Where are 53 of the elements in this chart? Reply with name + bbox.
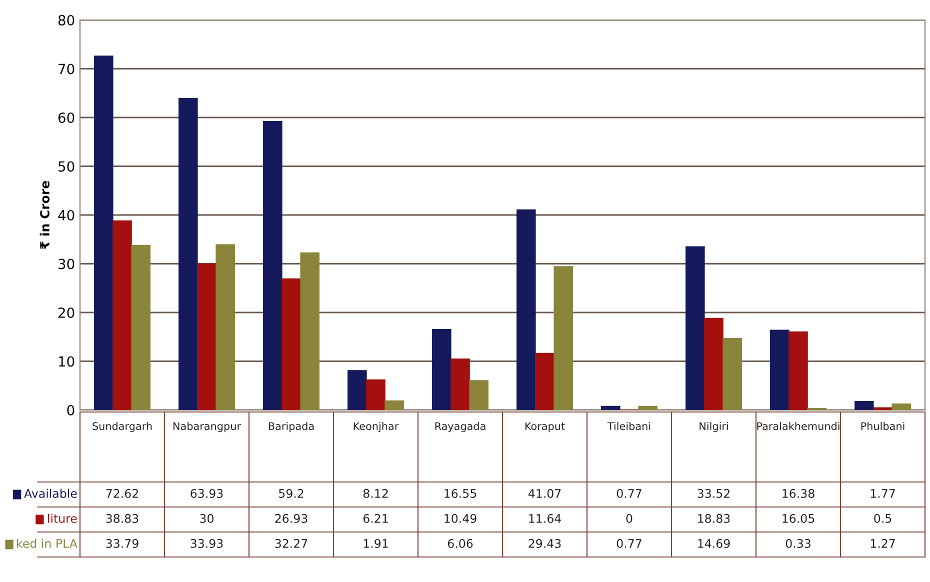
y-tick-label: 50 bbox=[58, 161, 74, 172]
data-label: 6.21 bbox=[363, 514, 388, 523]
y-tick-label: 0 bbox=[67, 404, 74, 416]
y-tick-label: 60 bbox=[58, 112, 74, 123]
legend-label: liture bbox=[48, 514, 77, 523]
x-tick-label: Nabarangpur bbox=[173, 422, 242, 432]
x-tick-label: Paralakhemundi bbox=[757, 422, 840, 430]
data-label: 29.43 bbox=[528, 538, 561, 548]
x-tick-label: Phulbani bbox=[861, 422, 904, 430]
data-label: 1.77 bbox=[870, 489, 895, 498]
data-label: 0.5 bbox=[874, 514, 892, 523]
y-tick-label: 80 bbox=[58, 14, 74, 26]
data-label: 0.33 bbox=[786, 538, 810, 548]
y-tick-label: 20 bbox=[58, 307, 74, 318]
data-label: 30 bbox=[200, 514, 214, 523]
x-tick-label: Keonjhar bbox=[354, 422, 399, 432]
data-label: 11.64 bbox=[529, 514, 561, 523]
data-label: 0.77 bbox=[616, 488, 642, 498]
legend-label: ked in PLA bbox=[17, 538, 78, 548]
data-label: 63.93 bbox=[190, 488, 223, 498]
data-label: 41.07 bbox=[528, 488, 561, 498]
data-label: 10.49 bbox=[444, 514, 476, 523]
data-label: 18.83 bbox=[698, 514, 730, 523]
data-label: 33.52 bbox=[698, 488, 730, 498]
data-label: 16.05 bbox=[782, 514, 814, 523]
data-label: 26.93 bbox=[275, 514, 308, 523]
data-label: 16.55 bbox=[444, 488, 476, 498]
y-axis-title: ₹ in Crore bbox=[40, 181, 50, 249]
data-label: 38.83 bbox=[106, 514, 138, 523]
x-tick-label: Rayagada bbox=[435, 422, 486, 432]
x-tick-label: Koraput bbox=[525, 422, 565, 432]
y-tick-label: 30 bbox=[58, 258, 74, 270]
y-tick-label: 40 bbox=[58, 210, 74, 220]
data-label: 1.27 bbox=[870, 538, 895, 548]
data-label: 14.69 bbox=[698, 538, 730, 548]
x-tick-label: Tileibani bbox=[607, 422, 650, 430]
data-label: 0 bbox=[626, 514, 632, 523]
x-tick-label: Baripada bbox=[268, 422, 314, 432]
legend-label: Available bbox=[24, 488, 77, 498]
data-label: 33.93 bbox=[190, 538, 223, 548]
y-tick-label: 10 bbox=[58, 356, 74, 367]
data-label: 72.62 bbox=[106, 488, 138, 498]
data-label: 33.79 bbox=[106, 538, 138, 548]
data-label: 32.27 bbox=[275, 538, 308, 548]
y-tick-label: 70 bbox=[58, 64, 74, 74]
x-tick-label: Nilgiri bbox=[700, 422, 728, 432]
data-label: 59.2 bbox=[279, 488, 304, 498]
data-label: 8.12 bbox=[363, 488, 388, 498]
data-label: 0.77 bbox=[616, 538, 642, 548]
x-tick-label: Sundargarh bbox=[92, 422, 152, 432]
data-label: 6.06 bbox=[448, 538, 473, 548]
data-label: 16.38 bbox=[782, 488, 814, 498]
data-label: 1.91 bbox=[364, 538, 388, 548]
